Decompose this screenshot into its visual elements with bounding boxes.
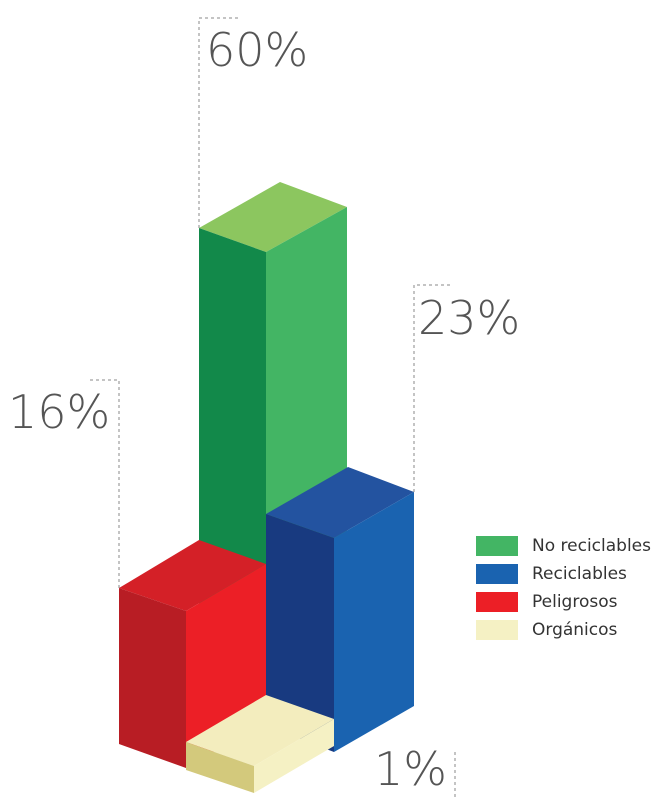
legend: No reciclables Reciclables Peligrosos Or…: [476, 536, 651, 648]
legend-label: Reciclables: [532, 564, 627, 584]
bar-peligrosos-left: [119, 588, 186, 768]
value-label-reciclables: 23%: [418, 291, 520, 345]
bar-organicos: [186, 695, 334, 793]
legend-swatch-cream: [476, 620, 518, 640]
bar-organicos-right: [254, 719, 334, 793]
legend-swatch-red: [476, 592, 518, 612]
bar-peligrosos-top: [119, 540, 266, 611]
legend-swatch-blue: [476, 564, 518, 584]
value-label-organicos: 1%: [374, 742, 447, 796]
leader-line-no-reciclables: [198, 17, 238, 228]
bar-reciclables: [266, 467, 414, 752]
legend-label: Orgánicos: [532, 620, 618, 640]
leader-line-reciclables: [413, 284, 453, 492]
legend-label: Peligrosos: [532, 592, 618, 612]
value-label-no-reciclables: 60%: [206, 23, 308, 77]
bar-reciclables-left: [266, 514, 334, 752]
bar-organicos-top: [186, 695, 334, 766]
bar-peligrosos: [119, 540, 266, 768]
legend-item-organicos: Orgánicos: [476, 620, 651, 640]
legend-swatch-green: [476, 536, 518, 556]
bar-reciclables-right: [334, 492, 414, 752]
bar-organicos-left: [186, 742, 254, 793]
value-label-peligrosos: 16%: [8, 385, 110, 439]
legend-label: No reciclables: [532, 536, 651, 556]
bar-reciclables-top: [266, 467, 414, 538]
leader-line-peligrosos: [88, 379, 120, 588]
legend-item-reciclables: Reciclables: [476, 564, 651, 584]
legend-item-no-reciclables: No reciclables: [476, 536, 651, 556]
legend-item-peligrosos: Peligrosos: [476, 592, 651, 612]
bar-no-reciclables-top: [199, 182, 347, 252]
